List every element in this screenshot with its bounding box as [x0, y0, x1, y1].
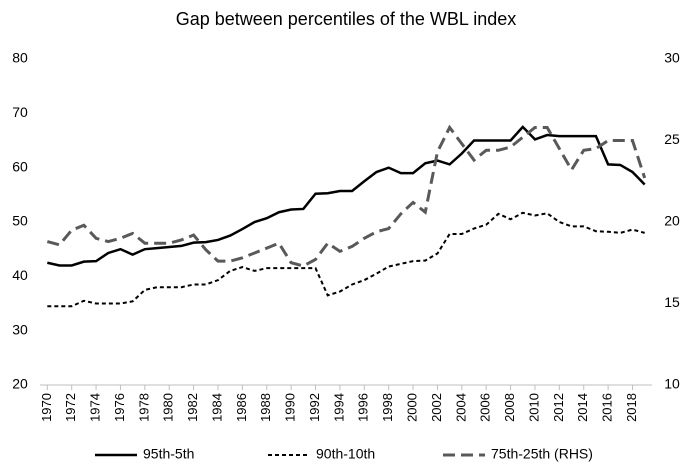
legend-label: 90th-10th: [316, 446, 375, 462]
x-tick-label: 2000: [404, 393, 419, 422]
x-tick-label: 2014: [575, 393, 590, 422]
x-tick-label: 2010: [526, 393, 541, 422]
x-tick-label: 2006: [478, 393, 493, 422]
x-tick-label: 1990: [283, 393, 298, 422]
x-tick-label: 2018: [624, 393, 639, 422]
series-line: [46, 124, 647, 268]
x-tick-label: 1998: [380, 393, 395, 422]
x-tick-label: 1994: [331, 393, 346, 422]
series-line: [47, 125, 646, 267]
x-tick-label: 1982: [185, 393, 200, 422]
y2-tick-label: 20: [664, 213, 680, 229]
x-tick-label: 2016: [600, 393, 615, 422]
legend-label: 75th-25th (RHS): [491, 446, 593, 462]
x-tick-label: 1992: [307, 393, 322, 422]
y-tick-label: 30: [12, 321, 28, 337]
x-tick-label: 2012: [551, 393, 566, 422]
x-tick-label: 1978: [136, 393, 151, 422]
x-tick-label: 1988: [258, 393, 273, 422]
x-tick-label: 2004: [453, 393, 468, 422]
y-tick-label: 70: [12, 104, 28, 120]
y-tick-label: 40: [12, 267, 28, 283]
series-line: [47, 211, 645, 308]
x-tick-label: 1986: [234, 393, 249, 422]
y2-tick-label: 15: [664, 294, 680, 310]
x-tick-label: 1974: [88, 393, 103, 422]
x-tick-label: 1970: [39, 393, 54, 422]
x-tick-label: 2008: [502, 393, 517, 422]
y2-tick-label: 25: [664, 131, 680, 147]
y-tick-label: 20: [12, 376, 28, 392]
y-tick-label: 60: [12, 158, 28, 174]
y2-tick-label: 30: [664, 50, 680, 66]
y-tick-label: 50: [12, 213, 28, 229]
legend-label: 95th-5th: [143, 446, 194, 462]
x-tick-label: 1980: [161, 393, 176, 422]
y-tick-label: 80: [12, 50, 28, 66]
x-tick-label: 1996: [356, 393, 371, 422]
x-tick-label: 1976: [112, 393, 127, 422]
x-tick-label: 2002: [429, 393, 444, 422]
chart-title: Gap between percentiles of the WBL index: [176, 9, 517, 29]
y2-tick-label: 10: [664, 376, 680, 392]
x-tick-label: 1984: [209, 393, 224, 422]
x-tick-label: 1972: [63, 393, 78, 422]
